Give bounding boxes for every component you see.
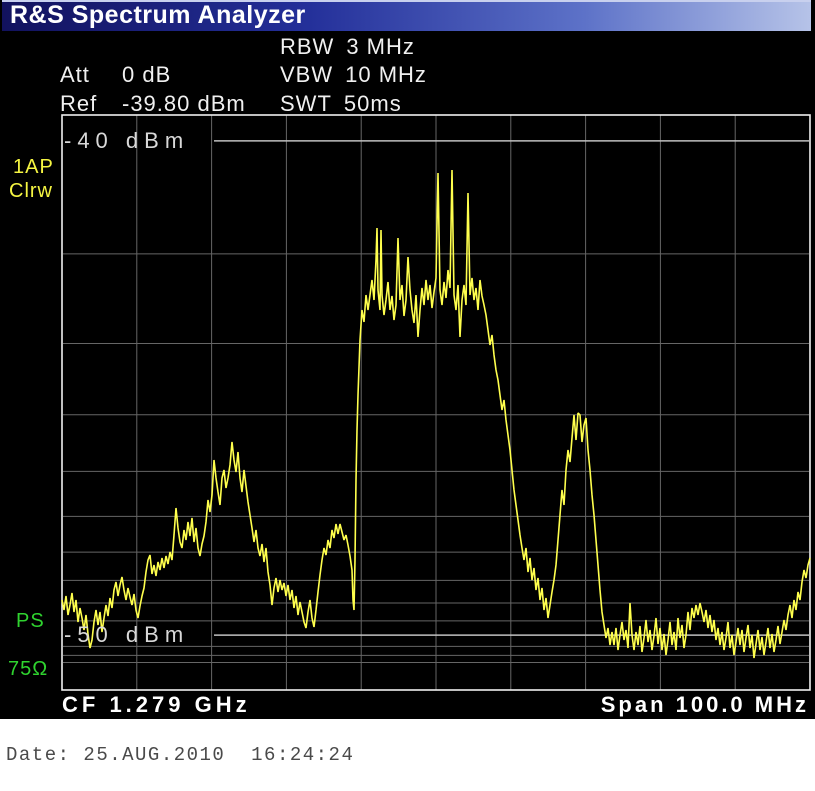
ref-level-value: -39.80 dBm: [122, 91, 246, 116]
impedance-label: 75Ω: [8, 658, 49, 680]
attenuation-setting: Att 0 dB: [60, 62, 171, 88]
frequency-footer: CF 1.279 GHz Span 100.0 MHz: [0, 691, 815, 718]
analyzer-screen: R&S Spectrum Analyzer Att 0 dB Ref -39.80 …: [0, 0, 815, 719]
span-readout: Span 100.0 MHz: [600, 692, 809, 717]
vbw-value: 10 MHz: [345, 62, 427, 87]
attenuation-label: Att: [60, 62, 90, 87]
graticule-label-bottom: -50 dBm: [64, 622, 190, 647]
attenuation-value: 0 dB: [122, 62, 172, 87]
date-stamp: Date: 25.AUG.2010 16:24:24: [6, 744, 355, 766]
spectrum-plot: [61, 114, 811, 691]
sweep-time-value: 50ms: [343, 91, 402, 116]
center-frequency-readout: CF 1.279 GHz: [62, 692, 251, 717]
graticule-label-top: -40 dBm: [64, 128, 190, 153]
ref-level-setting: Ref -39.80 dBm: [60, 91, 246, 117]
rbw-setting: RBW 3 MHz: [280, 34, 415, 60]
trace-detector-label: 1AP: [13, 156, 54, 178]
sweep-time-setting: SWT 50ms: [280, 91, 402, 117]
rbw-label: RBW: [280, 34, 335, 59]
power-sensor-label: PS: [16, 610, 45, 632]
sweep-time-label: SWT: [280, 91, 332, 116]
trace: [61, 169, 811, 659]
vbw-setting: VBW 10 MHz: [280, 62, 427, 88]
app-title: R&S Spectrum Analyzer: [10, 1, 306, 29]
ref-level-label: Ref: [60, 91, 98, 116]
vbw-label: VBW: [280, 62, 334, 87]
rbw-value: 3 MHz: [346, 34, 415, 59]
trace-mode-label: Clrw: [9, 180, 53, 202]
title-bar: R&S Spectrum Analyzer: [2, 0, 811, 31]
